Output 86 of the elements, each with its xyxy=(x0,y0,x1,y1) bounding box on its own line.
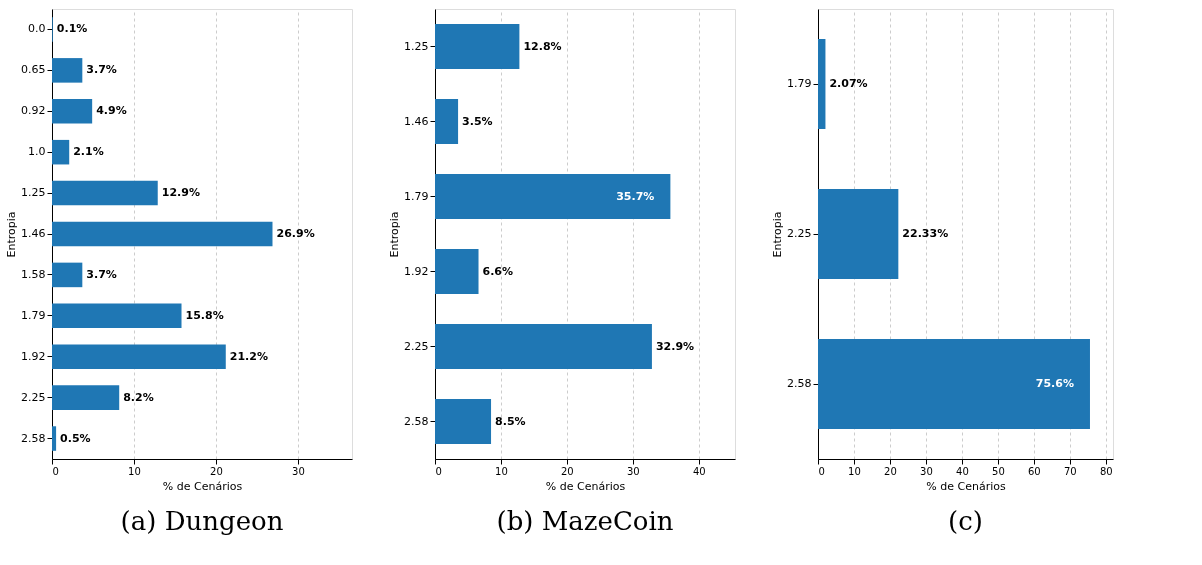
y-axis-title: Entropia xyxy=(771,211,785,258)
y-tick-label: 0.65 xyxy=(21,63,46,77)
x-tick-label: 30 xyxy=(920,465,933,477)
y-tick-label: 1.0 xyxy=(28,145,46,159)
text: (c) xyxy=(948,506,983,536)
data-label: 3.7% xyxy=(86,267,117,281)
x-tick-label: 20 xyxy=(210,465,223,477)
bar xyxy=(52,344,226,369)
bar xyxy=(52,385,120,410)
bar xyxy=(818,339,1090,429)
bar xyxy=(435,24,520,69)
y-tick-label: 2.58 xyxy=(404,414,429,428)
x-axis-title: % de Cenários xyxy=(545,479,626,493)
x-tick-label: 50 xyxy=(992,465,1005,477)
x-tick-label: 80 xyxy=(1099,465,1113,477)
bar xyxy=(52,99,93,124)
y-tick-label: 0.0 xyxy=(28,22,46,36)
data-label: 8.2% xyxy=(123,390,154,404)
y-tick-label: 1.58 xyxy=(21,267,46,281)
text: (a) Dungeon xyxy=(120,506,284,536)
bar xyxy=(52,180,158,206)
text: (b) MazeCoin xyxy=(496,506,674,536)
x-tick-label: 10 xyxy=(128,465,141,477)
data-label: 6.6% xyxy=(482,264,514,278)
data-label: 3.5% xyxy=(462,114,493,128)
data-label: 0.1% xyxy=(56,22,88,36)
y-tick-label: 1.79 xyxy=(787,77,812,90)
data-label: 3.7% xyxy=(86,63,117,77)
data-label: 4.9% xyxy=(96,104,127,118)
x-tick-label: 0 xyxy=(52,465,59,477)
x-tick-label: 30 xyxy=(292,465,305,477)
x-tick-label: 10 xyxy=(495,465,508,477)
y-tick-label: 1.46 xyxy=(21,227,46,240)
x-tick-label: 10 xyxy=(848,465,861,477)
data-label: 21.2% xyxy=(229,349,268,363)
x-tick-label: 0 xyxy=(818,465,825,477)
bar xyxy=(435,249,479,294)
data-label: 2.07% xyxy=(829,77,868,90)
data-label: 2.1% xyxy=(73,145,104,159)
y-tick-label: 1.79 xyxy=(404,189,429,203)
y-tick-label: 1.46 xyxy=(404,114,429,128)
x-tick-label: 20 xyxy=(561,465,574,477)
y-tick-label: 2.25 xyxy=(787,227,812,240)
data-label: 12.9% xyxy=(161,186,200,200)
bar xyxy=(435,174,671,219)
y-tick-label: 2.25 xyxy=(21,390,46,404)
x-axis-title: % de Cenários xyxy=(926,479,1006,493)
bar xyxy=(52,303,182,329)
bar xyxy=(435,99,459,144)
y-tick-label: 0.92 xyxy=(21,104,46,118)
data-label: 8.5% xyxy=(495,414,526,428)
x-tick-label: 20 xyxy=(884,465,897,477)
bar xyxy=(52,221,273,247)
y-tick-label: 2.58 xyxy=(787,377,812,390)
y-tick-label: 2.58 xyxy=(21,431,46,445)
bar xyxy=(52,262,83,288)
y-axis-title: Entropia xyxy=(5,211,19,258)
bar xyxy=(52,426,57,451)
data-label: 35.7% xyxy=(616,189,655,203)
x-tick-label: 60 xyxy=(1027,465,1041,477)
y-axis-title: Entropia xyxy=(388,211,402,258)
bar xyxy=(52,139,70,165)
data-label: 0.5% xyxy=(60,431,91,445)
x-tick-label: 30 xyxy=(626,465,640,477)
bar xyxy=(52,58,83,83)
bar xyxy=(818,39,826,129)
data-label: 75.6% xyxy=(1035,377,1074,390)
data-label: 12.8% xyxy=(523,39,562,53)
data-label: 22.33% xyxy=(902,227,949,240)
data-label: 15.8% xyxy=(185,308,224,322)
x-axis-title: % de Cenários xyxy=(162,479,243,493)
x-tick-label: 40 xyxy=(956,465,969,477)
data-label: 32.9% xyxy=(655,339,695,353)
data-label: 26.9% xyxy=(276,227,315,240)
x-tick-label: 70 xyxy=(1063,465,1077,477)
y-tick-label: 2.25 xyxy=(404,339,429,353)
x-tick-label: 0 xyxy=(435,465,442,477)
y-tick-label: 1.79 xyxy=(21,308,46,322)
x-tick-label: 40 xyxy=(692,465,706,477)
y-tick-label: 1.92 xyxy=(404,264,429,278)
y-tick-label: 1.92 xyxy=(21,349,46,363)
bar xyxy=(818,189,899,279)
y-tick-label: 1.25 xyxy=(21,186,46,200)
bar xyxy=(435,399,492,444)
y-tick-label: 1.25 xyxy=(404,39,429,53)
bar xyxy=(435,324,652,369)
